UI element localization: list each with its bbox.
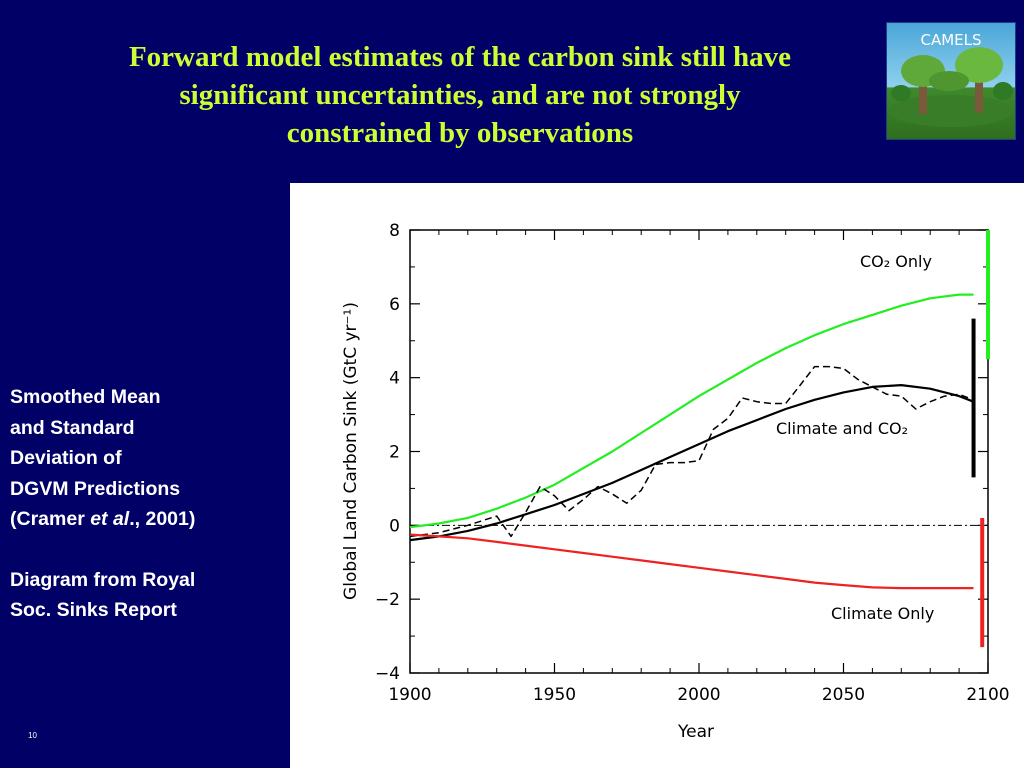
note-line: Soc. Sinks Report (10, 599, 177, 621)
logo-text: CAMELS (920, 31, 982, 49)
carbon-sink-chart: Global Land Carbon Sink (GtC yr⁻¹) Year … (341, 221, 1010, 742)
x-tick-label: 1950 (533, 685, 576, 705)
y-tick-label: −4 (375, 664, 400, 684)
y-tick-label: 2 (389, 443, 400, 463)
title-line-2: significant uncertainties, and are not s… (179, 79, 741, 111)
note-line: Diagram from Royal (10, 568, 196, 591)
y-tick-label: 4 (389, 369, 400, 389)
title-line-1: Forward model estimates of the carbon si… (128, 41, 792, 73)
x-tick-label: 1900 (388, 685, 431, 705)
side-notes: Smoothed Mean and Standard Deviation of … (10, 382, 280, 626)
series-line (409, 293, 974, 529)
chart-panel: Global Land Carbon Sink (GtC yr⁻¹) Year … (290, 183, 1024, 768)
annotation-climate-and-co2: Climate and CO₂ (776, 419, 908, 438)
y-tick-label: −2 (375, 590, 400, 610)
x-tick-label: 2100 (966, 685, 1009, 705)
x-tick-label: 2000 (677, 685, 720, 705)
note-line: DGVM Predictions (10, 477, 181, 500)
citation-line: (Cramer et al., 2001) (10, 504, 280, 535)
citation-open: (Cramer (10, 508, 91, 530)
series-line (409, 533, 974, 590)
y-tick-label: 0 (389, 516, 400, 536)
annotation-co2-only: CO₂ Only (860, 252, 932, 271)
citation-rest: ., 2001) (129, 508, 196, 530)
x-axis-label: Year (677, 722, 714, 742)
page-number: 10 (28, 731, 37, 740)
citation-et-al: et al (90, 508, 130, 530)
x-tick-label: 2050 (822, 685, 865, 705)
y-tick-label: 8 (389, 221, 400, 241)
camels-logo: CAMELS (886, 22, 1016, 140)
series-line (409, 365, 974, 538)
y-axis-label: Global Land Carbon Sink (GtC yr⁻¹) (341, 302, 361, 600)
series-line (409, 384, 974, 542)
note-line: Smoothed Mean (10, 386, 161, 408)
y-tick-label: 6 (389, 295, 400, 315)
title-line-3: constrained by observations (286, 117, 634, 149)
tree-illustration-icon (889, 47, 1013, 127)
note-line: and Standard (10, 416, 135, 439)
annotation-climate-only: Climate Only (831, 604, 934, 623)
note-line: Deviation of (10, 447, 122, 469)
slide-title: Forward model estimates of the carbon si… (30, 38, 890, 152)
